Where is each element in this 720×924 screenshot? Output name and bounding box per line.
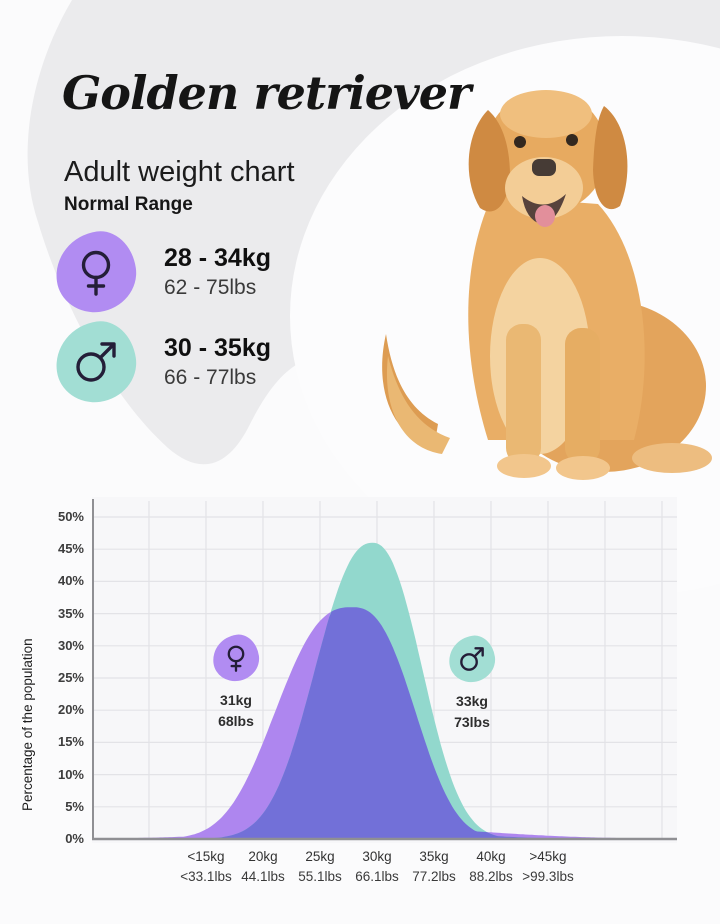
x-tick-lbs: 77.2lbs — [412, 869, 456, 884]
dog-tail — [382, 334, 450, 454]
y-tick-label: 45% — [57, 541, 84, 557]
x-tick-label: 30kg 66.1lbs — [335, 847, 419, 887]
female-symbol-icon — [210, 632, 262, 684]
x-tick-lbs: <33.1lbs — [180, 869, 232, 884]
x-tick-lbs: 88.2lbs — [469, 869, 513, 884]
male-weight-badge: 30 - 35kg 66 - 77lbs — [50, 316, 272, 408]
x-tick-kg: <15kg — [187, 849, 225, 864]
golden-retriever-photo — [382, 90, 712, 480]
page-subtitle: Adult weight chart — [64, 156, 295, 188]
female-average-annotation: 31kg 68lbs — [186, 632, 286, 732]
male-average-annotation: 33kg 73lbs — [422, 633, 522, 733]
female-symbol-icon — [50, 226, 142, 318]
female-average-lbs: 68lbs — [218, 713, 254, 729]
male-kg-range: 30 - 35kg — [164, 334, 272, 362]
male-average-lbs: 73lbs — [454, 714, 490, 730]
population-distribution-chart: 31kg 68lbs 33kg 73lbs — [92, 497, 677, 843]
x-tick-lbs: 66.1lbs — [355, 869, 399, 884]
male-average-kg: 33kg — [456, 693, 488, 709]
page-title: Golden retriever — [62, 66, 471, 120]
x-tick-kg: 20kg — [248, 849, 278, 864]
y-tick-label: 50% — [57, 509, 84, 524]
male-symbol-icon — [50, 316, 142, 408]
x-tick-label: 25kg 55.1lbs — [278, 847, 362, 887]
y-tick-label: 5% — [65, 798, 84, 814]
normal-range-label: Normal Range — [64, 194, 193, 215]
chart-plot — [92, 497, 677, 843]
x-tick-label: 40kg 88.2lbs — [449, 847, 533, 887]
y-tick-label: 10% — [57, 766, 84, 782]
x-tick-label: >45kg >99.3lbs — [506, 847, 590, 887]
x-tick-label: 20kg 44.1lbs — [221, 847, 305, 887]
female-weight-badge: 28 - 34kg 62 - 75lbs — [50, 226, 272, 318]
x-tick-lbs: 55.1lbs — [298, 869, 342, 884]
y-tick-label: 15% — [57, 734, 84, 750]
male-symbol-icon — [446, 633, 498, 685]
y-tick-label: 30% — [57, 637, 84, 653]
overlap-distribution-area — [92, 607, 677, 839]
x-tick-kg: 35kg — [419, 849, 449, 864]
y-tick-label: 20% — [57, 702, 84, 718]
female-lbs-range: 62 - 75lbs — [164, 276, 257, 299]
y-tick-label: 35% — [57, 605, 84, 621]
female-kg-range: 28 - 34kg — [164, 244, 272, 272]
y-axis-title: Percentage of the population — [20, 638, 35, 812]
x-tick-label: 35kg 77.2lbs — [392, 847, 476, 887]
x-tick-lbs: 44.1lbs — [241, 869, 285, 884]
x-tick-kg: 40kg — [476, 849, 506, 864]
x-tick-kg: 25kg — [305, 849, 335, 864]
x-tick-label: <15kg <33.1lbs — [164, 847, 248, 887]
x-tick-lbs: >99.3lbs — [522, 869, 574, 884]
y-tick-label: 40% — [57, 573, 84, 589]
male-lbs-range: 66 - 77lbs — [164, 366, 257, 389]
y-tick-label: 25% — [57, 670, 84, 685]
x-tick-kg: >45kg — [529, 849, 567, 864]
y-tick-label: 0% — [65, 831, 84, 846]
female-average-kg: 31kg — [220, 692, 252, 708]
x-tick-kg: 30kg — [362, 849, 392, 864]
